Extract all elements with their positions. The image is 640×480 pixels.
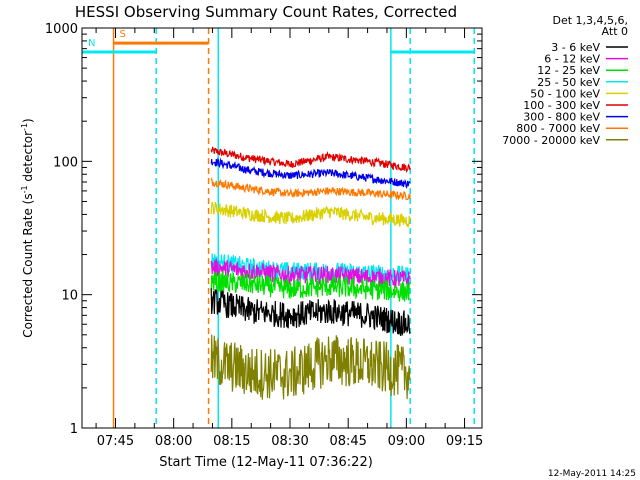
x-tick-label: 07:45: [97, 434, 134, 449]
axes: 1 10 100 1000 07:45 08:00 08:15 08:30 08:45 09:00…: [45, 22, 483, 449]
series-line-7: [210, 288, 411, 337]
x-tick-label: 08:30: [271, 434, 308, 449]
series-line-1: [210, 157, 411, 189]
y-label-sup-1: -1: [20, 185, 29, 193]
legend-header-line: Det 1,3,4,5,6,: [552, 14, 628, 27]
legend-entry-label: 12 - 25 keV: [537, 64, 600, 77]
plot-area: SN: [82, 28, 475, 428]
legend-entry-label: 3 - 6 keV: [551, 41, 600, 54]
flag-label-1: N: [88, 38, 95, 49]
legend-entry-label: 800 - 7000 keV: [516, 122, 600, 135]
y-tick-label: 1: [70, 422, 78, 437]
series-line-8: [210, 334, 411, 400]
legend-entry-label: 6 - 12 keV: [544, 53, 600, 66]
y-tick-label: 1000: [45, 22, 78, 37]
x-tick-label: 09:15: [446, 434, 483, 449]
x-tick-label: 08:45: [329, 434, 366, 449]
plot-frame: [81, 27, 483, 429]
footer-timestamp: 12-May-2011 14:25: [548, 469, 636, 479]
chart-title: HESSI Observing Summary Count Rates, Cor…: [75, 3, 457, 21]
series-line-5: [210, 258, 411, 289]
y-label-sup-2: -1: [20, 123, 29, 131]
y-label-main: Corrected Count Rate (s: [21, 193, 35, 337]
series-line-2: [210, 176, 411, 201]
series-line-6: [210, 270, 411, 302]
legend-entry-label: 25 - 50 keV: [537, 76, 600, 89]
legend-entry-label: 100 - 300 keV: [523, 99, 600, 112]
y-tick-label: 100: [53, 155, 78, 170]
y-label-mid: detector: [21, 131, 35, 186]
legend-entry-label: 50 - 100 keV: [530, 87, 600, 100]
y-label-end: ): [21, 118, 35, 123]
legend-entry-label: 7000 - 20000 keV: [502, 134, 600, 147]
x-tick-label: 08:15: [213, 434, 250, 449]
series-line-0: [210, 146, 411, 174]
y-tick-label: 10: [61, 289, 78, 304]
x-axis-label: Start Time (12-May-11 07:36:22): [159, 455, 373, 470]
flag-label-0: S: [120, 29, 126, 40]
series-line-3: [210, 201, 411, 229]
x-tick-label: 08:00: [155, 434, 192, 449]
legend-header-line: Att 0: [602, 25, 628, 38]
x-tick-label: 09:00: [388, 434, 425, 449]
y-axis-label: Corrected Count Rate (s-1 detector-1): [20, 118, 35, 337]
legend-entry-label: 300 - 800 keV: [523, 111, 600, 124]
